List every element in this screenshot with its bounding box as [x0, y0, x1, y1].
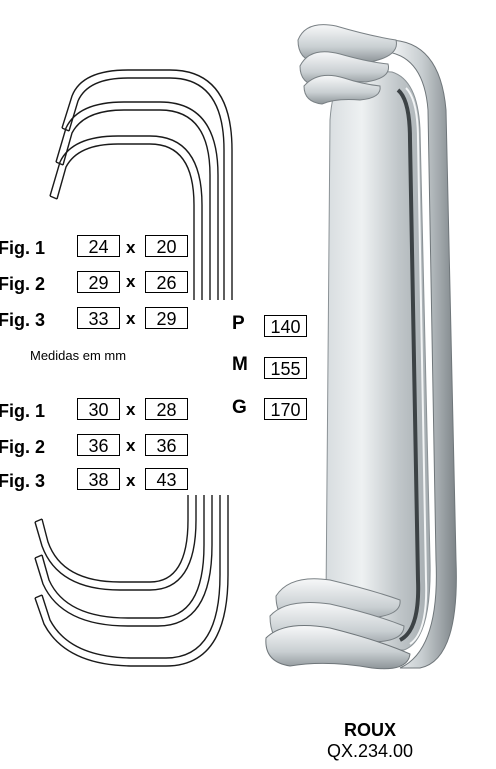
fig-label: Fig. 3 — [0, 471, 46, 491]
depth-value-box: 43 — [145, 468, 188, 490]
times-symbol: x — [126, 400, 136, 419]
product-code: QX.234.00 — [326, 741, 414, 761]
times-symbol: x — [126, 436, 136, 455]
times-symbol: x — [126, 272, 136, 291]
fig-label: Fig. 2 — [0, 437, 46, 457]
depth-value-box: 29 — [145, 307, 188, 329]
times-symbol: x — [126, 471, 136, 490]
fig-label: Fig. 1 — [0, 238, 46, 258]
width-value-box: 30 — [77, 398, 120, 420]
width-value-box: 29 — [77, 271, 120, 293]
width-value-box: 38 — [77, 468, 120, 490]
width-value-box: 24 — [77, 235, 120, 257]
fig-label: Fig. 3 — [0, 310, 46, 330]
fig-label: Fig. 1 — [0, 401, 46, 421]
times-symbol: x — [126, 309, 136, 328]
depth-value-box: 20 — [145, 235, 188, 257]
size-length-box: 155 — [264, 357, 307, 379]
size-label: P — [232, 313, 245, 334]
size-label: G — [232, 397, 247, 418]
blade-outline-drawing-bottom — [34, 495, 229, 667]
size-length-box: 170 — [264, 398, 307, 420]
width-value-box: 36 — [77, 434, 120, 456]
product-name: ROUX — [343, 720, 396, 740]
size-label: M — [232, 354, 248, 375]
times-symbol: x — [126, 238, 136, 257]
fig-label: Fig. 2 — [0, 274, 46, 294]
width-value-box: 33 — [77, 307, 120, 329]
units-note: Medidas em mm — [30, 348, 127, 363]
size-length-box: 140 — [264, 315, 307, 337]
roux-retractor-photo — [265, 24, 457, 670]
blade-outline-drawing-top — [49, 69, 233, 300]
depth-value-box: 36 — [145, 434, 188, 456]
depth-value-box: 28 — [145, 398, 188, 420]
depth-value-box: 26 — [145, 271, 188, 293]
